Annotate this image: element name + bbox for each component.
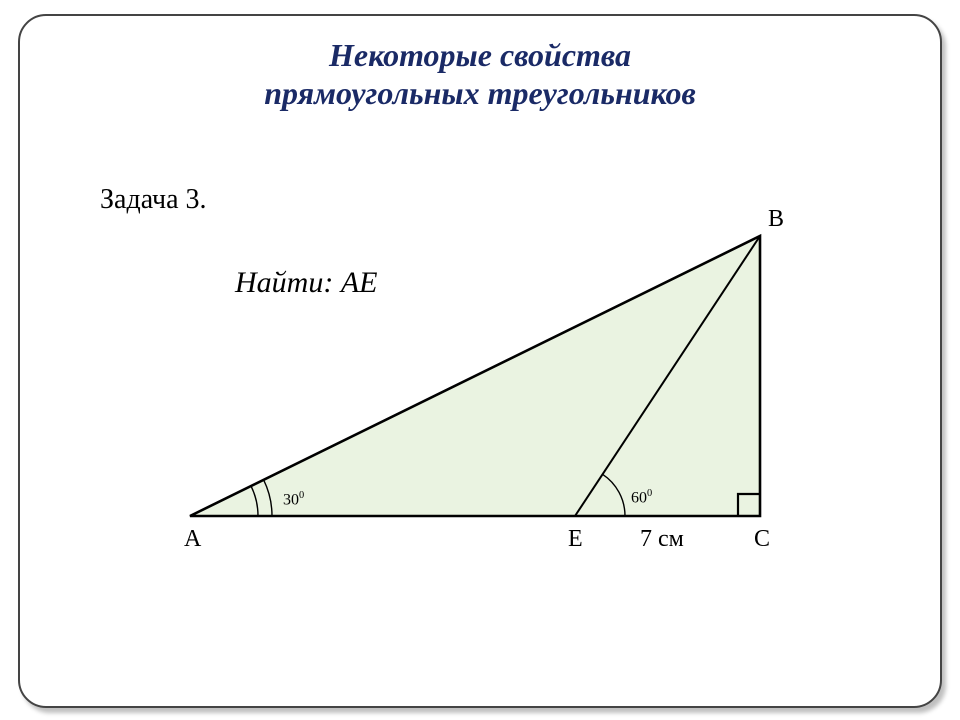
triangle-diagram xyxy=(20,16,940,706)
vertex-label-A: А xyxy=(184,526,201,553)
segment-label-EC: 7 см xyxy=(640,526,684,553)
slide-frame: Некоторые свойства прямоугольных треугол… xyxy=(18,14,942,708)
angle-E-sup: 0 xyxy=(647,488,652,499)
angle-A-sup: 0 xyxy=(299,490,304,501)
angle-E-value: 60 xyxy=(631,489,647,506)
vertex-label-B: В xyxy=(768,206,784,233)
vertex-label-E: Е xyxy=(568,526,583,553)
angle-label-A: 300 xyxy=(283,490,304,509)
angle-A-value: 30 xyxy=(283,491,299,508)
vertex-label-C: С xyxy=(754,526,770,553)
angle-label-E: 600 xyxy=(631,488,652,507)
